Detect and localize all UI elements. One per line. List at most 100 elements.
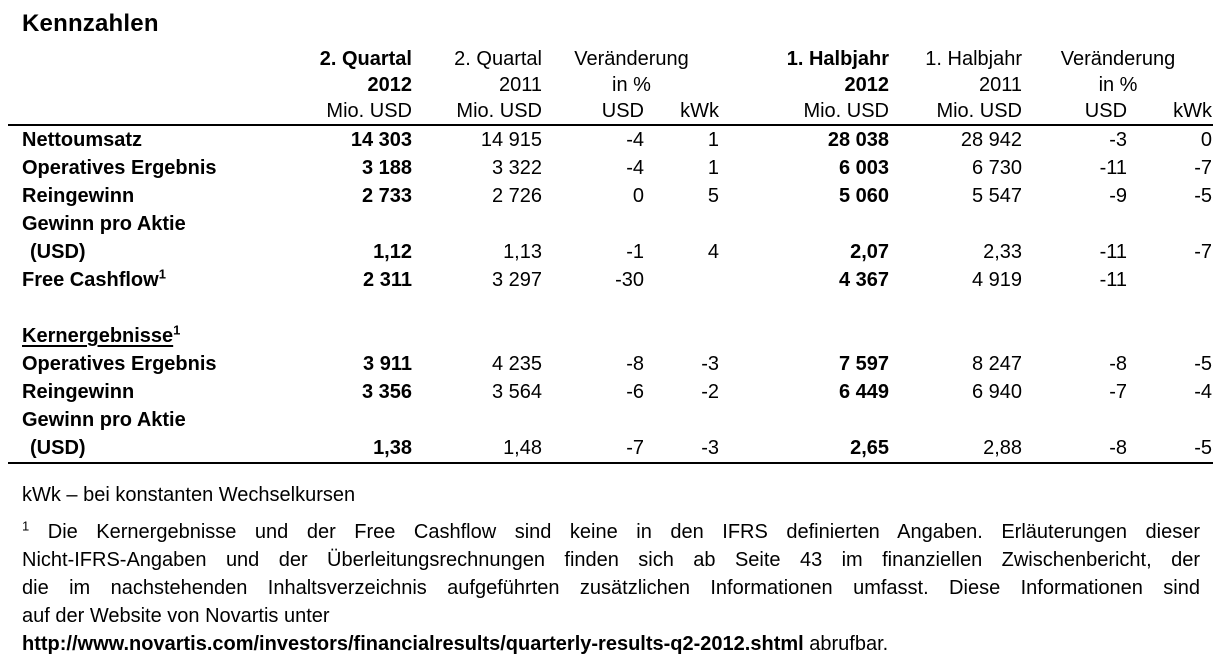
cell-chg-h1-usd: -11 (1099, 269, 1128, 291)
spacer-row (8, 294, 1213, 322)
cell-chg-q2-usd: -1 (626, 241, 644, 263)
unit-change-h1-usd: USD (1023, 98, 1129, 126)
footnote: 1 Die Kernergebnisse und der Free Cashfl… (22, 518, 1200, 658)
unit-q2-2012: Mio. USD (288, 98, 413, 126)
cell-chg-h1-usd: -8 (1109, 353, 1128, 375)
cell-chg-h1-kwk (1128, 322, 1213, 350)
cell-h1-2011: 5 547 (971, 185, 1023, 207)
cell-chg-h1-kwk: -5 (1194, 185, 1213, 207)
cell-h1-2011 (890, 210, 1023, 238)
unit-change-q2-kwk: kWk (645, 98, 721, 126)
table-body: Nettoumsatz 14 303 14 915 -4 1 28 038 28… (8, 125, 1214, 464)
cell-chg-h1-kwk: -7 (1194, 157, 1213, 179)
table-row-kern-gewinn-pro-aktie: Gewinn pro Aktie (8, 406, 1213, 434)
cell-chg-q2-usd: 0 (632, 185, 644, 207)
cell-q2-2011 (413, 406, 543, 434)
cell-h1-2012: 7 597 (838, 353, 890, 375)
header-h1-2012: 1. Halbjahr 2012 (786, 48, 890, 96)
cell-chg-q2-usd (543, 406, 645, 434)
cell-q2-2011: 2 726 (491, 185, 542, 207)
cell-chg-h1-usd: -8 (1023, 434, 1129, 464)
cell-chg-h1-usd: -11 (1099, 241, 1128, 263)
cell-h1-2012 (720, 322, 890, 350)
cell-chg-h1-kwk: -5 (1194, 353, 1213, 375)
cell-h1-2011: 6 940 (971, 381, 1023, 403)
page-title: Kennzahlen (22, 10, 159, 37)
cell-h1-2012: 6 449 (838, 381, 890, 403)
header-units-row: Mio. USD Mio. USD USD kWk Mio. USD Mio. … (8, 98, 1214, 126)
cell-q2-2012: 3 356 (361, 381, 412, 403)
cell-h1-2011: 8 247 (971, 353, 1023, 375)
footnote-line: 1 Die Kernergebnisse und der Free Cashfl… (22, 518, 1200, 543)
unit-h1-2011: Mio. USD (890, 98, 1024, 126)
table-row-nettoumsatz: Nettoumsatz 14 303 14 915 -4 1 28 038 28… (8, 125, 1213, 154)
cell-chg-h1-usd: -7 (1109, 381, 1128, 403)
cell-q2-2012 (288, 406, 413, 434)
cell-chg-q2-usd (543, 210, 645, 238)
cell-chg-h1-usd: -11 (1099, 157, 1128, 179)
cell-h1-2012: 5 060 (838, 185, 890, 207)
cell-chg-h1-kwk: -4 (1194, 381, 1213, 403)
cell-q2-2012: 1,12 (373, 241, 412, 263)
cell-q2-2011: 3 322 (491, 157, 542, 179)
header-q2-2011: 2. Quartal 2011 (454, 48, 542, 96)
unit-h1-2012: Mio. USD (720, 98, 891, 126)
cell-chg-q2-kwk (645, 406, 720, 434)
unit-change-h1-kwk: kWk (1128, 98, 1214, 126)
cell-q2-2012: 2 311 (363, 269, 412, 291)
cell-chg-h1-usd (1023, 210, 1128, 238)
footnote-line: Nicht-IFRS-Angaben und der Überleitungsr… (22, 549, 1200, 571)
table-row-kern-operatives-ergebnis: Operatives Ergebnis 3 911 4 235 -8 -3 7 … (8, 350, 1213, 378)
footnote-line: http://www.novartis.com/investors/financ… (22, 633, 889, 655)
header-h1-2011: 1. Halbjahr 2011 (925, 48, 1023, 96)
unit-change-q2-usd: USD (543, 98, 645, 126)
cell-q2-2012 (288, 322, 413, 350)
cell-chg-q2-usd: -6 (626, 381, 644, 403)
header-empty-cell (8, 46, 288, 98)
header-period-row: 2. Quartal 2012 2. Quartal 2011 Veränder… (8, 46, 1213, 98)
cell-chg-q2-usd: -4 (626, 129, 644, 151)
footnote-ref: 1 (158, 266, 166, 282)
cell-chg-q2-kwk (645, 266, 720, 294)
cell-chg-q2-usd: -4 (626, 157, 644, 179)
cell-h1-2012: 4 367 (838, 269, 890, 291)
row-label: (USD) (8, 434, 288, 464)
unit-q2-2011: Mio. USD (413, 98, 543, 126)
table-header: 2. Quartal 2012 2. Quartal 2011 Veränder… (8, 46, 1214, 126)
cell-q2-2011: 1,13 (503, 241, 542, 263)
cell-q2-2011: 3 564 (491, 381, 542, 403)
cell-chg-h1-kwk (1128, 406, 1213, 434)
kwk-legend: kWk – bei konstanten Wechselkursen (22, 484, 356, 506)
cell-h1-2012 (720, 210, 890, 238)
row-label: (USD) (30, 241, 86, 263)
table-row-gewinn-pro-aktie: Gewinn pro Aktie (8, 210, 1213, 238)
cell-h1-2012 (720, 406, 890, 434)
table-row-operatives-ergebnis: Operatives Ergebnis 3 188 3 322 -4 1 6 0… (8, 154, 1213, 182)
table-row-free-cashflow: Free Cashflow1 2 311 3 297 -30 4 367 4 9… (8, 266, 1213, 294)
row-label: Operatives Ergebnis (22, 353, 217, 375)
cell-q2-2012 (288, 210, 413, 238)
cell-h1-2011: 2,88 (890, 434, 1024, 464)
cell-chg-q2-kwk (645, 210, 720, 238)
cell-q2-2011 (413, 322, 543, 350)
cell-h1-2011: 4 919 (971, 269, 1023, 291)
cell-chg-h1-usd: -3 (1109, 129, 1128, 151)
cell-chg-q2-usd: -7 (543, 434, 645, 464)
cell-chg-q2-kwk: 5 (707, 185, 720, 207)
cell-q2-2012: 14 303 (350, 129, 412, 151)
report-url[interactable]: http://www.novartis.com/investors/financ… (22, 633, 804, 655)
cell-h1-2012: 2,65 (720, 434, 891, 464)
cell-chg-q2-kwk: -2 (701, 381, 720, 403)
table-row-reingewinn: Reingewinn 2 733 2 726 0 5 5 060 5 547 -… (8, 182, 1213, 210)
cell-q2-2012: 2 733 (361, 185, 412, 207)
cell-h1-2012: 2,07 (850, 241, 890, 263)
cell-chg-h1-usd (1023, 322, 1128, 350)
cell-chg-h1-usd (1023, 406, 1128, 434)
cell-q2-2011: 4 235 (491, 353, 542, 375)
cell-h1-2011 (890, 406, 1023, 434)
table-row-gewinn-pro-aktie-usd: (USD) 1,12 1,13 -1 4 2,07 2,33 -11 -7 (8, 238, 1213, 266)
cell-chg-q2-usd (543, 322, 645, 350)
row-label: Reingewinn (22, 185, 135, 207)
cell-h1-2011: 2,33 (983, 241, 1023, 263)
footnote-marker: 1 (22, 518, 30, 534)
